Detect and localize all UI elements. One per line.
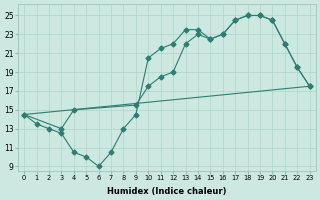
X-axis label: Humidex (Indice chaleur): Humidex (Indice chaleur): [107, 187, 227, 196]
